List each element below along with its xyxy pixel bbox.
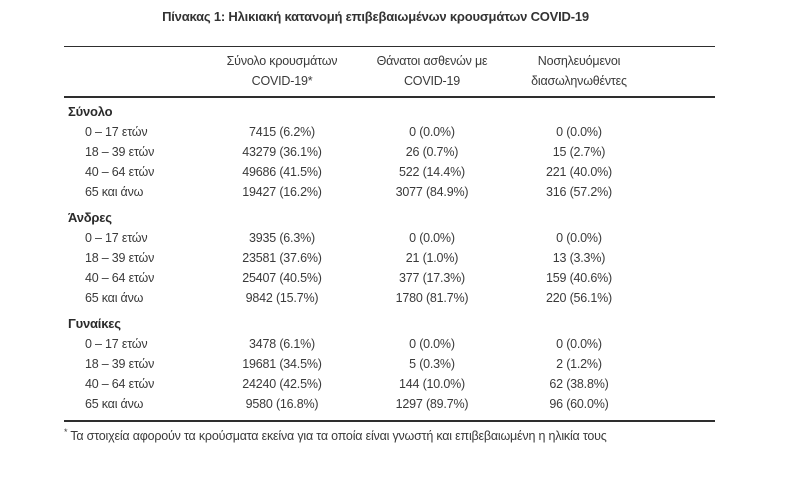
table-row: 0 – 17 ετών 3935 (6.3%) 0 (0.0%) 0 (0.0%… (64, 228, 715, 248)
header-deaths-line2: COVID-19 (403, 74, 461, 88)
header-intubated: Νοσηλευόμενοι διασωληνωθέντες (504, 51, 654, 91)
table-row: 40 – 64 ετών 25407 (40.5%) 377 (17.3%) 1… (64, 268, 715, 288)
deaths-cell: 26 (0.7%) (405, 145, 459, 159)
header-total-cases-line2: COVID-19* (251, 74, 313, 88)
header-total-cases-line1: Σύνολο κρουσμάτων (226, 54, 338, 68)
header-total-cases: Σύνολο κρουσμάτων COVID-19* (204, 51, 360, 91)
section-label-men: Άνδρες (68, 209, 112, 225)
age-cell: 0 – 17 ετών (85, 337, 148, 351)
deaths-cell: 0 (0.0%) (409, 337, 455, 351)
section-women: Γυναίκες 0 – 17 ετών 3478 (6.1%) 0 (0.0%… (64, 312, 715, 414)
intubated-cell: 221 (40.0%) (546, 165, 612, 179)
deaths-cell: 522 (14.4%) (399, 165, 465, 179)
cases-cell: 49686 (41.5%) (242, 165, 322, 179)
intubated-cell: 13 (3.3%) (552, 251, 606, 265)
footnote-text: Τα στοιχεία αφορούν τα κρούσματα εκείνα … (70, 429, 607, 444)
table-row: 65 και άνω 9842 (15.7%) 1780 (81.7%) 220… (64, 288, 715, 308)
table-body: Σύνολο 0 – 17 ετών 7415 (6.2%) 0 (0.0%) … (64, 98, 715, 422)
deaths-cell: 0 (0.0%) (409, 231, 455, 245)
age-cell: 0 – 17 ετών (85, 231, 148, 245)
cases-cell: 25407 (40.5%) (242, 271, 322, 285)
intubated-cell: 159 (40.6%) (546, 271, 612, 285)
cases-cell: 3935 (6.3%) (249, 231, 315, 245)
age-cell: 18 – 39 ετών (85, 145, 155, 159)
cases-cell: 9580 (16.8%) (245, 397, 319, 411)
intubated-cell: 2 (1.2%) (556, 357, 602, 371)
section-label-women: Γυναίκες (68, 315, 121, 331)
age-cell: 40 – 64 ετών (85, 377, 155, 391)
table-row: 0 – 17 ετών 7415 (6.2%) 0 (0.0%) 0 (0.0%… (64, 122, 715, 142)
covid-age-distribution-table: Σύνολο κρουσμάτων COVID-19* Θάνατοι ασθε… (64, 46, 715, 443)
age-cell: 0 – 17 ετών (85, 125, 148, 139)
cases-cell: 19427 (16.2%) (242, 185, 322, 199)
deaths-cell: 3077 (84.9%) (395, 185, 469, 199)
table-footnote: * Τα στοιχεία αφορούν τα κρούσματα εκείνα… (64, 427, 715, 443)
cases-cell: 24240 (42.5%) (242, 377, 322, 391)
deaths-cell: 1297 (89.7%) (395, 397, 469, 411)
cases-cell: 43279 (36.1%) (242, 145, 322, 159)
intubated-cell: 15 (2.7%) (552, 145, 606, 159)
age-cell: 18 – 39 ετών (85, 357, 155, 371)
intubated-cell: 96 (60.0%) (549, 397, 609, 411)
cases-cell: 9842 (15.7%) (245, 291, 319, 305)
age-cell: 40 – 64 ετών (85, 165, 155, 179)
section-total: Σύνολο 0 – 17 ετών 7415 (6.2%) 0 (0.0%) … (64, 100, 715, 202)
table-row: 18 – 39 ετών 19681 (34.5%) 5 (0.3%) 2 (1… (64, 354, 715, 374)
table-row: 40 – 64 ετών 24240 (42.5%) 144 (10.0%) 6… (64, 374, 715, 394)
deaths-cell: 0 (0.0%) (409, 125, 455, 139)
intubated-cell: 0 (0.0%) (556, 125, 602, 139)
section-label-total: Σύνολο (68, 103, 113, 119)
cases-cell: 3478 (6.1%) (249, 337, 315, 351)
deaths-cell: 377 (17.3%) (399, 271, 465, 285)
header-intubated-line1: Νοσηλευόμενοι (537, 54, 621, 68)
age-cell: 40 – 64 ετών (85, 271, 155, 285)
table-header-row: Σύνολο κρουσμάτων COVID-19* Θάνατοι ασθε… (64, 47, 715, 98)
header-deaths-line1: Θάνατοι ασθενών με (376, 54, 488, 68)
section-men: Άνδρες 0 – 17 ετών 3935 (6.3%) 0 (0.0%) … (64, 206, 715, 308)
intubated-cell: 0 (0.0%) (556, 337, 602, 351)
deaths-cell: 1780 (81.7%) (395, 291, 469, 305)
table-row: 65 και άνω 19427 (16.2%) 3077 (84.9%) 31… (64, 182, 715, 202)
table-row: 18 – 39 ετών 23581 (37.6%) 21 (1.0%) 13 … (64, 248, 715, 268)
deaths-cell: 21 (1.0%) (405, 251, 459, 265)
table-row: 65 και άνω 9580 (16.8%) 1297 (89.7%) 96 … (64, 394, 715, 414)
age-cell: 65 και άνω (85, 291, 144, 305)
cases-cell: 7415 (6.2%) (249, 125, 315, 139)
intubated-cell: 62 (38.8%) (549, 377, 609, 391)
footnote-asterisk: * (64, 427, 68, 437)
table-row: 18 – 39 ετών 43279 (36.1%) 26 (0.7%) 15 … (64, 142, 715, 162)
age-cell: 65 και άνω (85, 185, 144, 199)
deaths-cell: 5 (0.3%) (409, 357, 455, 371)
deaths-cell: 144 (10.0%) (399, 377, 465, 391)
table-title: Πίνακας 1: Ηλικιακή κατανομή επιβεβαιωμέ… (162, 9, 589, 24)
age-cell: 65 και άνω (85, 397, 144, 411)
age-cell: 18 – 39 ετών (85, 251, 155, 265)
intubated-cell: 0 (0.0%) (556, 231, 602, 245)
header-deaths: Θάνατοι ασθενών με COVID-19 (360, 51, 504, 91)
cases-cell: 19681 (34.5%) (242, 357, 322, 371)
intubated-cell: 316 (57.2%) (546, 185, 612, 199)
header-intubated-line2: διασωληνωθέντες (531, 74, 627, 88)
table-row: 40 – 64 ετών 49686 (41.5%) 522 (14.4%) 2… (64, 162, 715, 182)
intubated-cell: 220 (56.1%) (546, 291, 612, 305)
table-row: 0 – 17 ετών 3478 (6.1%) 0 (0.0%) 0 (0.0%… (64, 334, 715, 354)
cases-cell: 23581 (37.6%) (242, 251, 322, 265)
